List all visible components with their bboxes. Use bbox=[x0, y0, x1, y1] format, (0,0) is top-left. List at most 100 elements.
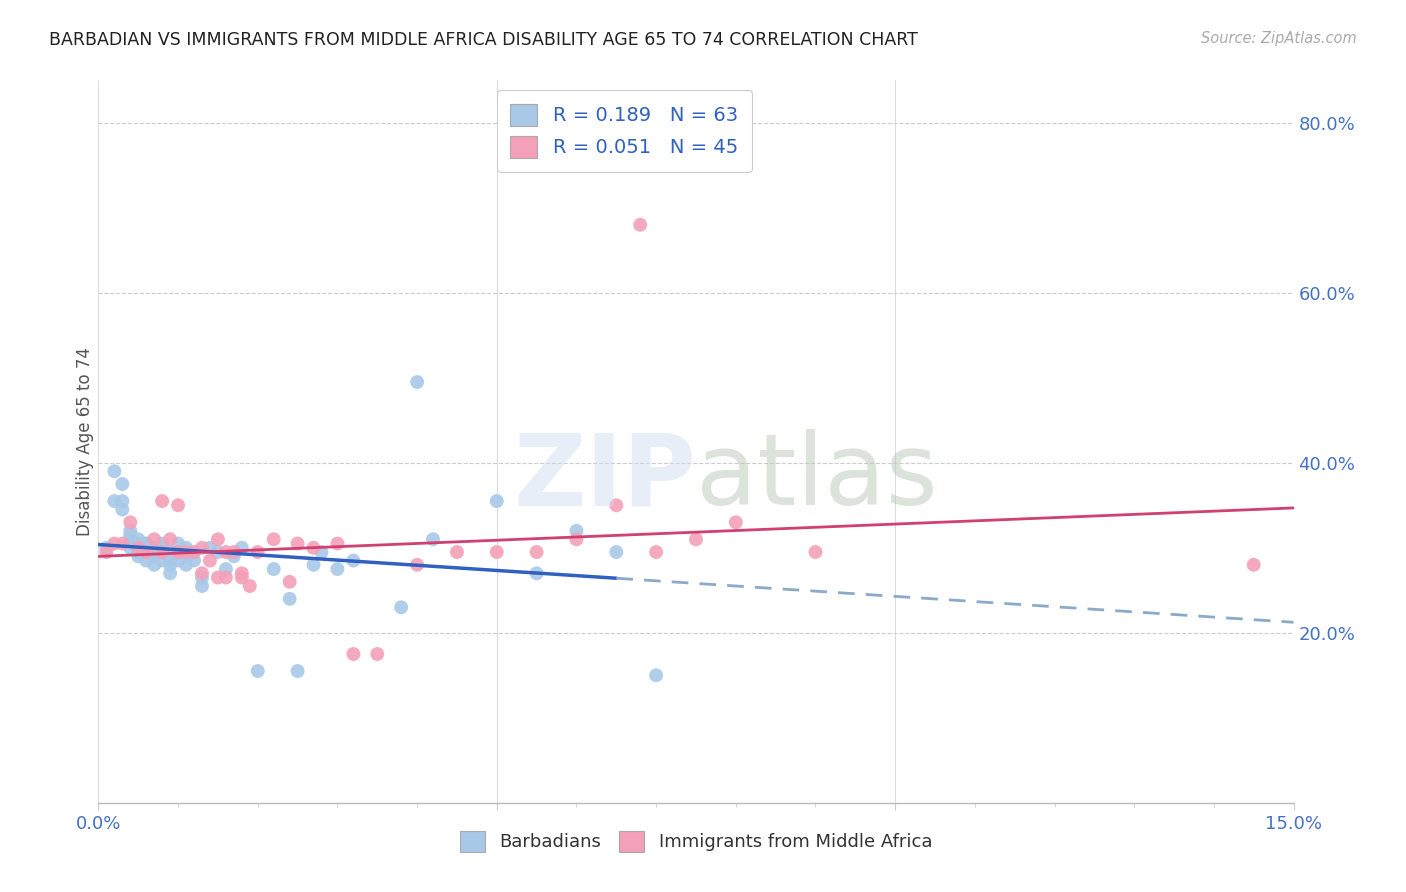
Point bbox=[150, 545, 173, 559]
Point bbox=[127, 549, 149, 564]
Point bbox=[159, 566, 181, 581]
Point bbox=[150, 553, 173, 567]
Point bbox=[526, 566, 548, 581]
Point bbox=[263, 533, 285, 547]
Point bbox=[150, 545, 173, 559]
Point bbox=[127, 533, 149, 547]
Point bbox=[183, 545, 205, 559]
Text: ZIP: ZIP bbox=[513, 429, 696, 526]
Point bbox=[231, 541, 253, 555]
Point bbox=[605, 545, 627, 559]
Point bbox=[485, 494, 508, 508]
Point bbox=[127, 541, 149, 555]
Point bbox=[167, 545, 190, 559]
Point bbox=[605, 498, 627, 512]
Point bbox=[389, 600, 412, 615]
Point bbox=[174, 541, 197, 555]
Point bbox=[287, 536, 309, 550]
Text: BARBADIAN VS IMMIGRANTS FROM MIDDLE AFRICA DISABILITY AGE 65 TO 74 CORRELATION C: BARBADIAN VS IMMIGRANTS FROM MIDDLE AFRI… bbox=[49, 31, 918, 49]
Point bbox=[167, 545, 190, 559]
Point bbox=[526, 545, 548, 559]
Point bbox=[198, 553, 221, 567]
Point bbox=[215, 570, 238, 584]
Point bbox=[231, 570, 253, 584]
Point bbox=[278, 591, 301, 606]
Point bbox=[135, 545, 157, 559]
Point bbox=[342, 553, 364, 567]
Point bbox=[96, 545, 118, 559]
Point bbox=[150, 541, 173, 555]
Point bbox=[326, 536, 349, 550]
Point bbox=[143, 549, 166, 564]
Point bbox=[167, 498, 190, 512]
Point bbox=[302, 558, 325, 572]
Point bbox=[207, 545, 229, 559]
Text: atlas: atlas bbox=[696, 429, 938, 526]
Point bbox=[645, 668, 668, 682]
Point bbox=[143, 545, 166, 559]
Point bbox=[143, 533, 166, 547]
Point bbox=[422, 533, 444, 547]
Point bbox=[191, 570, 214, 584]
Point bbox=[103, 536, 125, 550]
Point bbox=[191, 579, 214, 593]
Point bbox=[366, 647, 388, 661]
Point bbox=[215, 545, 238, 559]
Point bbox=[120, 533, 142, 547]
Point bbox=[1243, 558, 1265, 572]
Point bbox=[127, 545, 149, 559]
Point bbox=[215, 562, 238, 576]
Point bbox=[150, 536, 173, 550]
Point bbox=[628, 218, 651, 232]
Point bbox=[191, 566, 214, 581]
Point bbox=[143, 541, 166, 555]
Point bbox=[174, 545, 197, 559]
Point bbox=[150, 494, 173, 508]
Point bbox=[174, 549, 197, 564]
Point bbox=[127, 541, 149, 555]
Point bbox=[207, 570, 229, 584]
Point bbox=[96, 541, 118, 555]
Point bbox=[111, 477, 134, 491]
Point bbox=[191, 541, 214, 555]
Point bbox=[143, 558, 166, 572]
Point bbox=[103, 464, 125, 478]
Y-axis label: Disability Age 65 to 74: Disability Age 65 to 74 bbox=[76, 347, 94, 536]
Point bbox=[111, 502, 134, 516]
Point bbox=[159, 545, 181, 559]
Point bbox=[198, 541, 221, 555]
Point bbox=[120, 528, 142, 542]
Point bbox=[406, 558, 429, 572]
Point bbox=[231, 566, 253, 581]
Point bbox=[246, 545, 269, 559]
Point bbox=[685, 533, 707, 547]
Point bbox=[287, 664, 309, 678]
Point bbox=[342, 647, 364, 661]
Point bbox=[167, 536, 190, 550]
Point bbox=[120, 516, 142, 530]
Legend: Barbadians, Immigrants from Middle Africa: Barbadians, Immigrants from Middle Afric… bbox=[453, 823, 939, 859]
Point bbox=[135, 536, 157, 550]
Point bbox=[174, 558, 197, 572]
Point bbox=[239, 579, 262, 593]
Point bbox=[135, 536, 157, 550]
Point bbox=[135, 545, 157, 559]
Point bbox=[311, 545, 333, 559]
Point bbox=[263, 562, 285, 576]
Point bbox=[207, 533, 229, 547]
Point bbox=[645, 545, 668, 559]
Point bbox=[326, 562, 349, 576]
Point bbox=[120, 524, 142, 538]
Point bbox=[222, 549, 245, 564]
Point bbox=[159, 553, 181, 567]
Point bbox=[485, 545, 508, 559]
Point bbox=[135, 553, 157, 567]
Point bbox=[246, 664, 269, 678]
Point bbox=[302, 541, 325, 555]
Point bbox=[159, 558, 181, 572]
Point bbox=[446, 545, 468, 559]
Point bbox=[565, 524, 588, 538]
Point bbox=[565, 533, 588, 547]
Point bbox=[120, 541, 142, 555]
Point bbox=[278, 574, 301, 589]
